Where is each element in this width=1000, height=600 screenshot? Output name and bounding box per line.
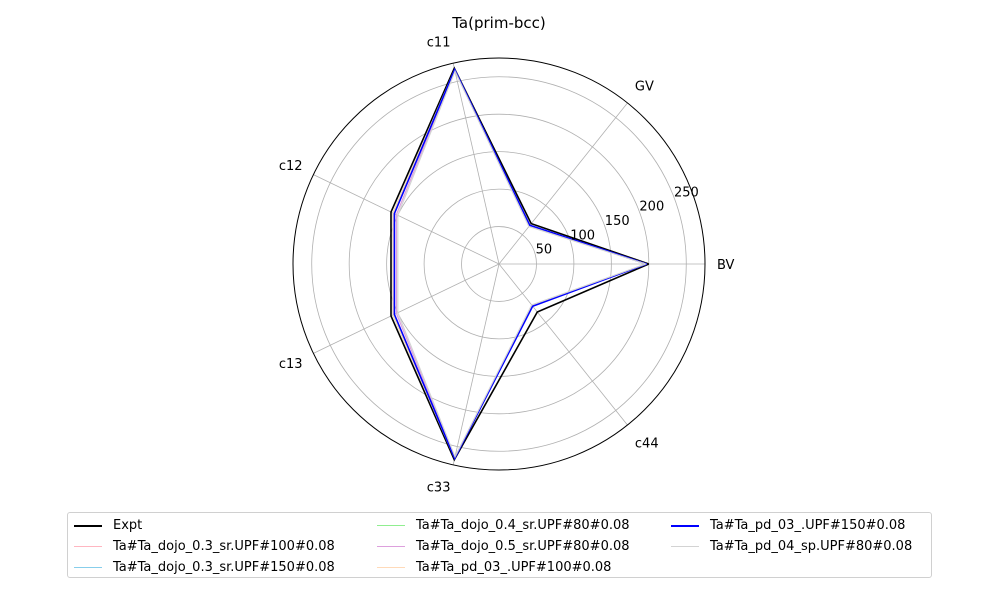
axis-label-GV: GV xyxy=(635,80,654,95)
grid-spoke-GV xyxy=(498,102,628,265)
legend-label: Ta#Ta_pd_03_.UPF#100#0.08 xyxy=(416,560,612,575)
legend-item-dojo-03-100: Ta#Ta_dojo_0.3_sr.UPF#100#0.08 xyxy=(68,536,335,557)
series-line-6 xyxy=(393,67,647,461)
legend-label: Ta#Ta_dojo_0.3_sr.UPF#150#0.08 xyxy=(113,560,335,575)
grid-spoke-c11 xyxy=(452,63,500,265)
grid-spoke-c12 xyxy=(313,174,500,265)
legend-item-dojo-04-80: Ta#Ta_dojo_0.4_sr.UPF#80#0.08 xyxy=(371,515,630,536)
legend-swatch xyxy=(671,524,699,527)
grid-spoke-c33 xyxy=(452,263,500,465)
legend-column-3: Ta#Ta_pd_03_.UPF#150#0.08 Ta#Ta_pd_04_sp… xyxy=(665,515,912,557)
axis-label-c33: c33 xyxy=(427,480,451,495)
legend-label: Ta#Ta_pd_03_.UPF#150#0.08 xyxy=(710,518,906,533)
grid-spoke-c44 xyxy=(498,263,628,426)
legend-label: Expt xyxy=(113,518,143,533)
legend-swatch xyxy=(377,525,405,526)
legend-label: Ta#Ta_pd_04_sp.UPF#80#0.08 xyxy=(710,539,913,554)
legend-label: Ta#Ta_dojo_0.5_sr.UPF#80#0.08 xyxy=(416,539,630,554)
r-tick-label: 50 xyxy=(536,243,553,258)
series-lines xyxy=(390,66,650,462)
legend-swatch xyxy=(74,524,102,527)
series-line-7 xyxy=(397,69,647,459)
r-tick-label: 150 xyxy=(605,214,630,229)
grid-spoke-c13 xyxy=(313,263,500,354)
r-tick-label: 200 xyxy=(639,200,664,215)
r-tick-label: 250 xyxy=(674,185,699,200)
series-line-0 xyxy=(390,66,650,462)
legend-item-dojo-05-80: Ta#Ta_dojo_0.5_sr.UPF#80#0.08 xyxy=(371,536,630,557)
legend-item-dojo-03-150: Ta#Ta_dojo_0.3_sr.UPF#150#0.08 xyxy=(68,557,335,578)
legend: Expt Ta#Ta_dojo_0.3_sr.UPF#100#0.08 Ta#T… xyxy=(67,512,932,578)
axis-label-c12: c12 xyxy=(279,159,303,174)
axis-label-c13: c13 xyxy=(279,357,303,372)
legend-swatch xyxy=(377,546,405,547)
legend-item-pd-03-100: Ta#Ta_pd_03_.UPF#100#0.08 xyxy=(371,557,630,578)
legend-column-1: Expt Ta#Ta_dojo_0.3_sr.UPF#100#0.08 Ta#T… xyxy=(68,515,335,578)
legend-label: Ta#Ta_dojo_0.3_sr.UPF#100#0.08 xyxy=(113,539,335,554)
legend-swatch xyxy=(74,546,102,547)
legend-item-pd-03-150: Ta#Ta_pd_03_.UPF#150#0.08 xyxy=(665,515,912,536)
legend-swatch xyxy=(74,567,102,568)
polar-grid xyxy=(292,57,706,471)
legend-item-pd-04-sp-80: Ta#Ta_pd_04_sp.UPF#80#0.08 xyxy=(665,536,912,557)
polar-frame xyxy=(292,57,706,471)
axis-label-c11: c11 xyxy=(427,36,451,51)
chart-title: Ta(prim-bcc) xyxy=(451,14,545,32)
legend-column-2: Ta#Ta_dojo_0.4_sr.UPF#80#0.08 Ta#Ta_dojo… xyxy=(371,515,630,578)
axis-label-BV: BV xyxy=(717,258,735,273)
axis-labels: 50 100 150 200 250 BV GV c11 c12 c13 c33 c44 xyxy=(279,36,735,496)
legend-label: Ta#Ta_dojo_0.4_sr.UPF#80#0.08 xyxy=(416,518,630,533)
axis-label-c44: c44 xyxy=(635,436,659,451)
r-tick-label: 100 xyxy=(570,228,595,243)
legend-swatch xyxy=(671,546,699,547)
legend-swatch xyxy=(377,567,405,568)
legend-item-expt: Expt xyxy=(68,515,335,536)
